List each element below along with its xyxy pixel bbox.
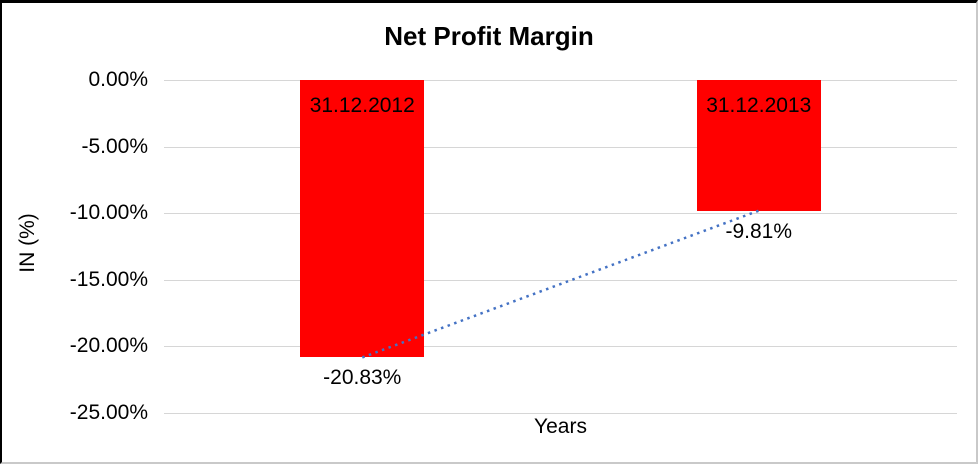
- trendline: [361, 209, 760, 359]
- y-tick-label: 0.00%: [88, 68, 148, 91]
- gridline: [164, 146, 957, 148]
- bar: 31.12.2013: [696, 80, 821, 211]
- y-tick-label: -25.00%: [69, 401, 148, 424]
- y-tick-label: -20.00%: [69, 334, 148, 358]
- gridline: [164, 346, 957, 348]
- gridline: [164, 279, 957, 281]
- bar-category-label: 31.12.2013: [706, 94, 812, 117]
- y-tick-label: -5.00%: [81, 134, 148, 158]
- bar-category-label: 31.12.2012: [309, 94, 415, 117]
- gridline: [164, 213, 957, 215]
- chart-title: Net Profit Margin: [384, 21, 594, 51]
- plot-area: 0.00% -5.00% -10.00% -15.00% -20.00% -25.00% 3…: [70, 68, 957, 424]
- bar: 31.12.2012: [300, 80, 425, 358]
- y-tick-label: -10.00%: [69, 201, 148, 225]
- gridline: [164, 413, 957, 414]
- x-axis-title: Years: [534, 415, 587, 438]
- y-tick-label: -15.00%: [69, 267, 148, 291]
- bar-value-label: -9.81%: [725, 219, 793, 243]
- bar-value-label: -20.83%: [323, 366, 402, 390]
- gridline: [164, 80, 957, 81]
